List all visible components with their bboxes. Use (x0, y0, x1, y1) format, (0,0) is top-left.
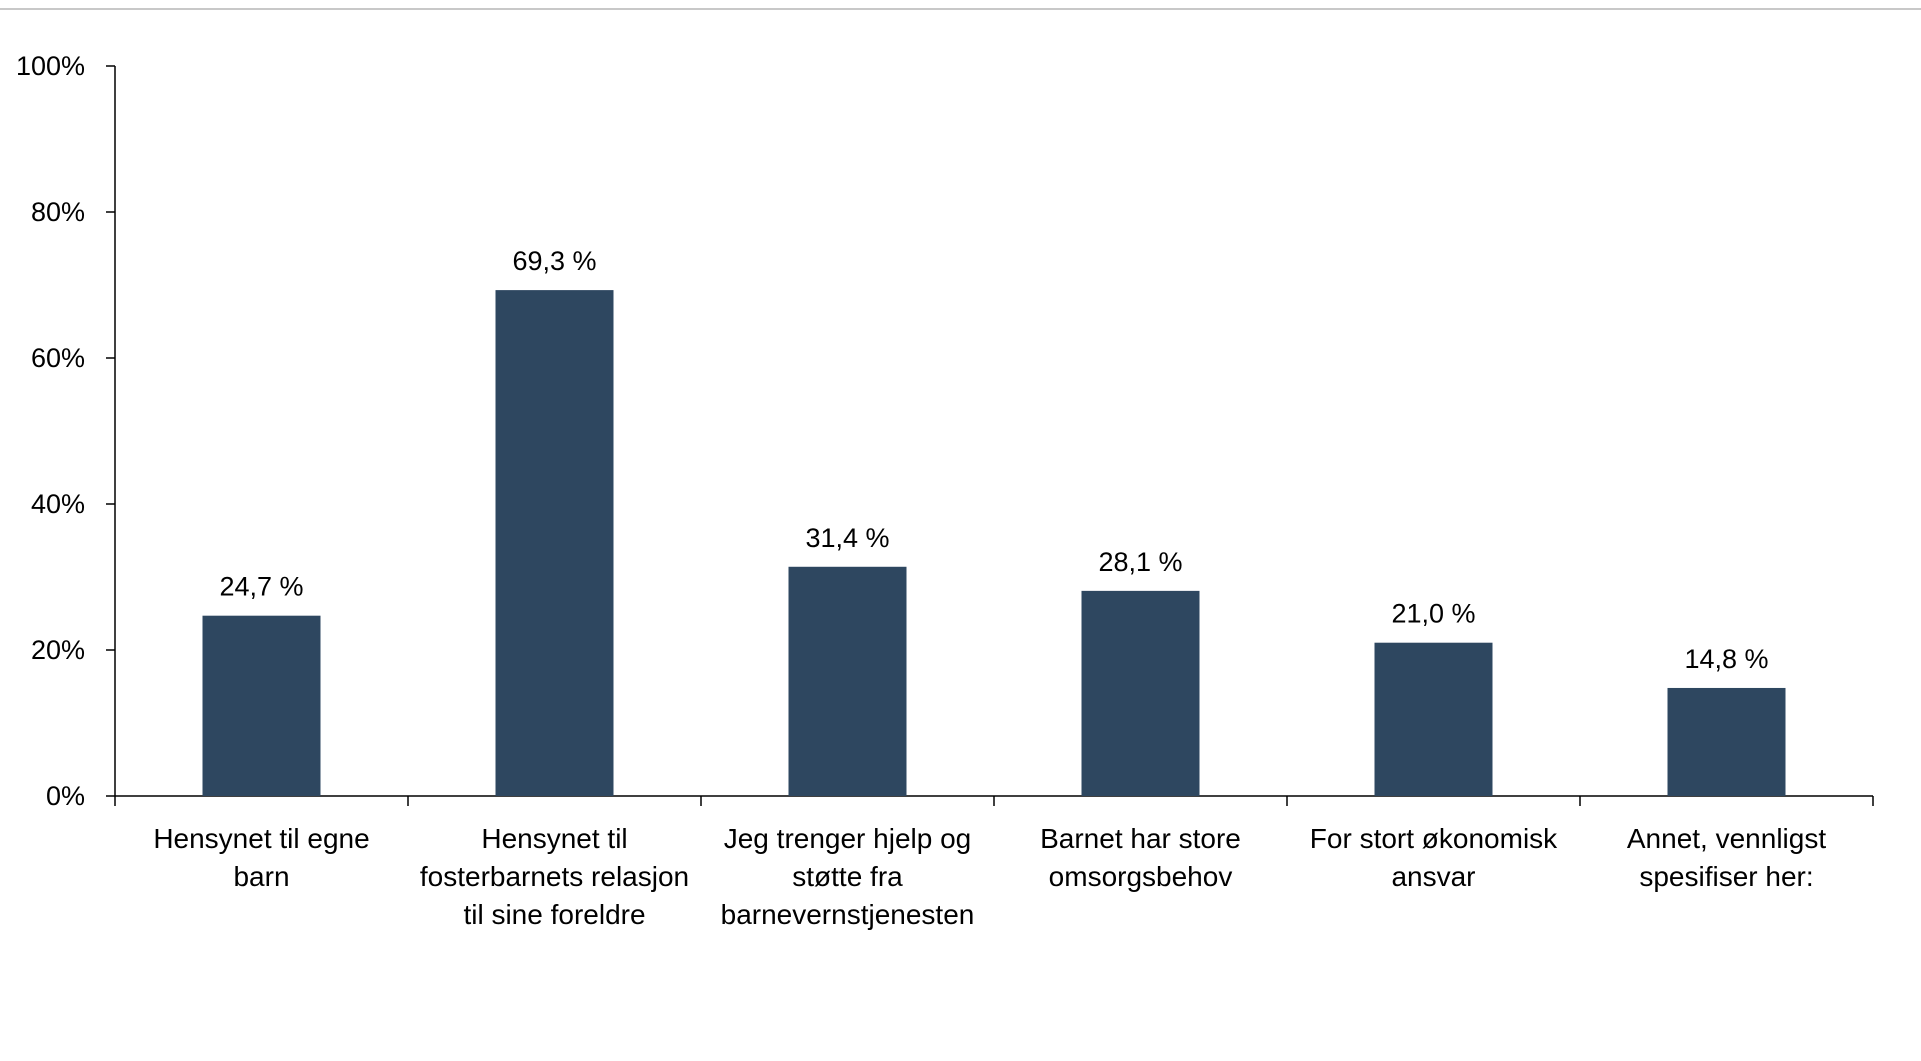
y-tick-label: 100% (16, 51, 85, 81)
category-label-line: Jeg trenger hjelp og (724, 823, 972, 854)
top-border-rule (0, 8, 1921, 10)
y-tick-label: 60% (31, 343, 85, 373)
category-label-line: For stort økonomisk (1310, 823, 1558, 854)
y-tick-label: 40% (31, 489, 85, 519)
category-label-line: barnevernstjenesten (721, 899, 975, 930)
data-label: 31,4 % (805, 523, 889, 553)
category-label-line: spesifiser her: (1639, 861, 1813, 892)
category-label-line: barn (233, 861, 289, 892)
data-label: 28,1 % (1098, 547, 1182, 577)
bar (202, 615, 321, 796)
category-label: Hensynet til fosterbarnets relasjon til si… (420, 823, 689, 930)
category-label: For stort økonomisk ansvar (1310, 823, 1558, 892)
bar (1667, 687, 1786, 796)
bars (202, 290, 1786, 796)
category-label-line: Barnet har store (1040, 823, 1241, 854)
y-tick-label: 80% (31, 197, 85, 227)
category-label: Jeg trenger hjelp og støtte fra barneverns… (721, 823, 975, 930)
category-label: Barnet har store omsorgsbehov (1040, 823, 1241, 892)
bar (1374, 642, 1493, 796)
data-labels: 24,7 % 69,3 % 31,4 % 28,1 % 21,0 % 14,8 % (219, 246, 1768, 674)
bar (788, 566, 907, 796)
bar (495, 290, 614, 796)
data-label: 69,3 % (512, 246, 596, 276)
category-label-line: Annet, vennligst (1627, 823, 1826, 854)
category-label-line: omsorgsbehov (1049, 861, 1233, 892)
category-label-line: Hensynet til (481, 823, 627, 854)
category-label-line: støtte fra (792, 861, 903, 892)
y-tick-label: 0% (46, 781, 85, 811)
category-label: Hensynet til egne barn (153, 823, 369, 892)
y-tick-label: 20% (31, 635, 85, 665)
x-axis (114, 795, 1874, 806)
category-label-line: til sine foreldre (463, 899, 645, 930)
bar (1081, 590, 1200, 796)
category-label-line: Hensynet til egne (153, 823, 369, 854)
category-label: Annet, vennligst spesifiser her: (1627, 823, 1826, 892)
category-label-line: ansvar (1391, 861, 1475, 892)
data-label: 21,0 % (1391, 599, 1475, 629)
y-axis: 0% 20% 40% 60% 80% 100% (16, 51, 116, 811)
data-label: 14,8 % (1684, 644, 1768, 674)
data-label: 24,7 % (219, 572, 303, 602)
category-labels: Hensynet til egne barn Hensynet til fosterb… (153, 823, 1826, 930)
category-label-line: fosterbarnets relasjon (420, 861, 689, 892)
